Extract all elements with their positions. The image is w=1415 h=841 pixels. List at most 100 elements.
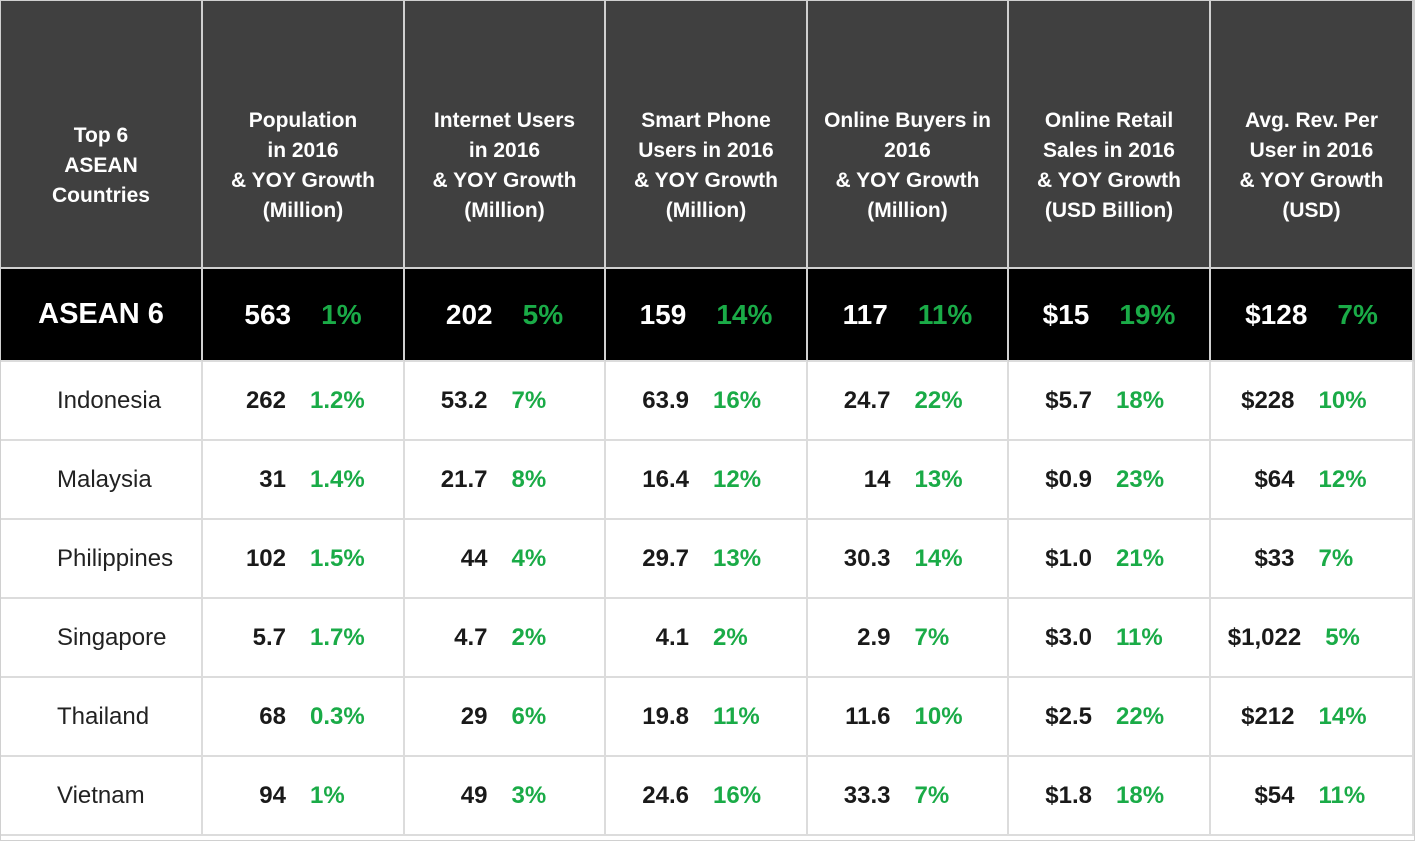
total-value: $15 (1042, 298, 1090, 330)
metric-value: 262 (245, 386, 286, 414)
metric-value: $212 (1241, 702, 1295, 730)
yoy-growth: 1.2% (310, 386, 365, 414)
metric-value: 94 (259, 781, 286, 809)
yoy-growth: 10% (1318, 386, 1367, 414)
data-cell: 4.7 2% (405, 599, 606, 678)
total-label-cell: ASEAN 6 (1, 269, 203, 362)
data-cell: $5.7 18% (1009, 362, 1211, 441)
data-cell: 30.3 14% (808, 520, 1009, 599)
country-cell: Vietnam (1, 757, 203, 836)
data-cell: 63.9 16% (606, 362, 808, 441)
metric-value: $64 (1254, 465, 1295, 493)
header-cell-online-buyers: Online Buyers in 2016 & YOY Growth (Mill… (808, 1, 1009, 269)
yoy-growth: 16% (713, 781, 762, 809)
metric-value: $54 (1254, 781, 1295, 809)
total-cell: $15 19% (1009, 269, 1211, 362)
yoy-growth: 7% (1318, 544, 1354, 572)
header-cell-online-retail-sales: Online Retail Sales in 2016 & YOY Growth… (1009, 1, 1211, 269)
country-cell: Singapore (1, 599, 203, 678)
metric-value: 53.2 (440, 386, 488, 414)
total-growth: 7% (1337, 298, 1378, 330)
country-cell: Malaysia (1, 441, 203, 520)
metric-value: $2.5 (1045, 702, 1092, 730)
data-cell: 11.6 10% (808, 678, 1009, 757)
total-growth: 19% (1119, 298, 1176, 330)
total-growth: 11% (917, 298, 973, 330)
yoy-growth: 2% (713, 623, 748, 651)
metric-value: 68 (259, 702, 286, 730)
country-cell: Philippines (1, 520, 203, 599)
metric-value: 44 (460, 544, 488, 572)
data-cell: 44 4% (405, 520, 606, 599)
total-cell: 117 11% (808, 269, 1009, 362)
metric-value: $0.9 (1045, 465, 1092, 493)
data-cell: 29.7 13% (606, 520, 808, 599)
total-growth: 14% (716, 298, 773, 330)
yoy-growth: 6% (511, 702, 547, 730)
data-cell: 24.7 22% (808, 362, 1009, 441)
yoy-growth: 13% (713, 544, 762, 572)
data-cell: 33.3 7% (808, 757, 1009, 836)
yoy-growth: 18% (1116, 386, 1165, 414)
total-cell: 159 14% (606, 269, 808, 362)
metric-value: $1.8 (1045, 781, 1092, 809)
yoy-growth: 16% (713, 386, 762, 414)
data-cell: 49 3% (405, 757, 606, 836)
total-value: 563 (244, 298, 292, 330)
yoy-growth: 7% (914, 623, 950, 651)
metric-value: 21.7 (440, 465, 488, 493)
yoy-growth: 8% (511, 465, 547, 493)
country-cell: Thailand (1, 678, 203, 757)
data-cell: $1.0 21% (1009, 520, 1211, 599)
header-label-countries: Top 6 ASEAN Countries (51, 124, 150, 207)
metric-value: 29 (460, 702, 488, 730)
data-cell: 68 0.3% (203, 678, 405, 757)
header-cell-internet-users: Internet Users in 2016 & YOY Growth (Mil… (405, 1, 606, 269)
header-cell-countries: Top 6 ASEAN Countries (1, 1, 203, 269)
yoy-growth: 11% (1116, 623, 1163, 651)
total-value: 117 (842, 298, 888, 330)
yoy-growth: 14% (914, 544, 963, 572)
header-label-avg-rev-per-user: Avg. Rev. Per User in 2016 & YOY Growth … (1239, 109, 1384, 222)
header-cell-population: Population in 2016 & YOY Growth (Million… (203, 1, 405, 269)
total-value: 202 (445, 298, 493, 330)
yoy-growth: 7% (914, 781, 950, 809)
total-label: ASEAN 6 (38, 298, 164, 330)
data-cell: 5.7 1.7% (203, 599, 405, 678)
yoy-growth: 4% (511, 544, 547, 572)
data-cell: 14 13% (808, 441, 1009, 520)
metric-value: 29.7 (642, 544, 689, 572)
metric-value: 30.3 (843, 544, 891, 572)
data-cell: 19.8 11% (606, 678, 808, 757)
metric-value: $33 (1254, 544, 1295, 572)
header-label-smartphone-users: Smart Phone Users in 2016 & YOY Growth (… (634, 109, 778, 222)
header-label-internet-users: Internet Users in 2016 & YOY Growth (Mil… (432, 109, 577, 222)
metric-value: 24.6 (642, 781, 689, 809)
metric-value: 16.4 (642, 465, 689, 493)
data-cell: $1.8 18% (1009, 757, 1211, 836)
metric-value: $3.0 (1045, 623, 1092, 651)
metric-value: $228 (1241, 386, 1295, 414)
metric-value: 63.9 (642, 386, 689, 414)
data-cell: 21.7 8% (405, 441, 606, 520)
yoy-growth: 3% (511, 781, 547, 809)
yoy-growth: 5% (1325, 623, 1360, 651)
country-name: Philippines (57, 544, 174, 572)
data-cell: $64 12% (1211, 441, 1414, 520)
yoy-growth: 7% (511, 386, 547, 414)
data-cell: $54 11% (1211, 757, 1414, 836)
header-label-online-buyers: Online Buyers in 2016 & YOY Growth (Mill… (824, 109, 991, 222)
country-cell: Indonesia (1, 362, 203, 441)
metric-value: $1.0 (1045, 544, 1092, 572)
data-cell: 29 6% (405, 678, 606, 757)
yoy-growth: 22% (1116, 702, 1165, 730)
yoy-growth: 12% (713, 465, 762, 493)
data-cell: $33 7% (1211, 520, 1414, 599)
metric-value: 31 (259, 465, 286, 493)
yoy-growth: 1.5% (310, 544, 365, 572)
header-cell-avg-rev-per-user: Avg. Rev. Per User in 2016 & YOY Growth … (1211, 1, 1414, 269)
yoy-growth: 1% (310, 781, 345, 809)
data-cell: $228 10% (1211, 362, 1414, 441)
metric-value: 24.7 (843, 386, 891, 414)
